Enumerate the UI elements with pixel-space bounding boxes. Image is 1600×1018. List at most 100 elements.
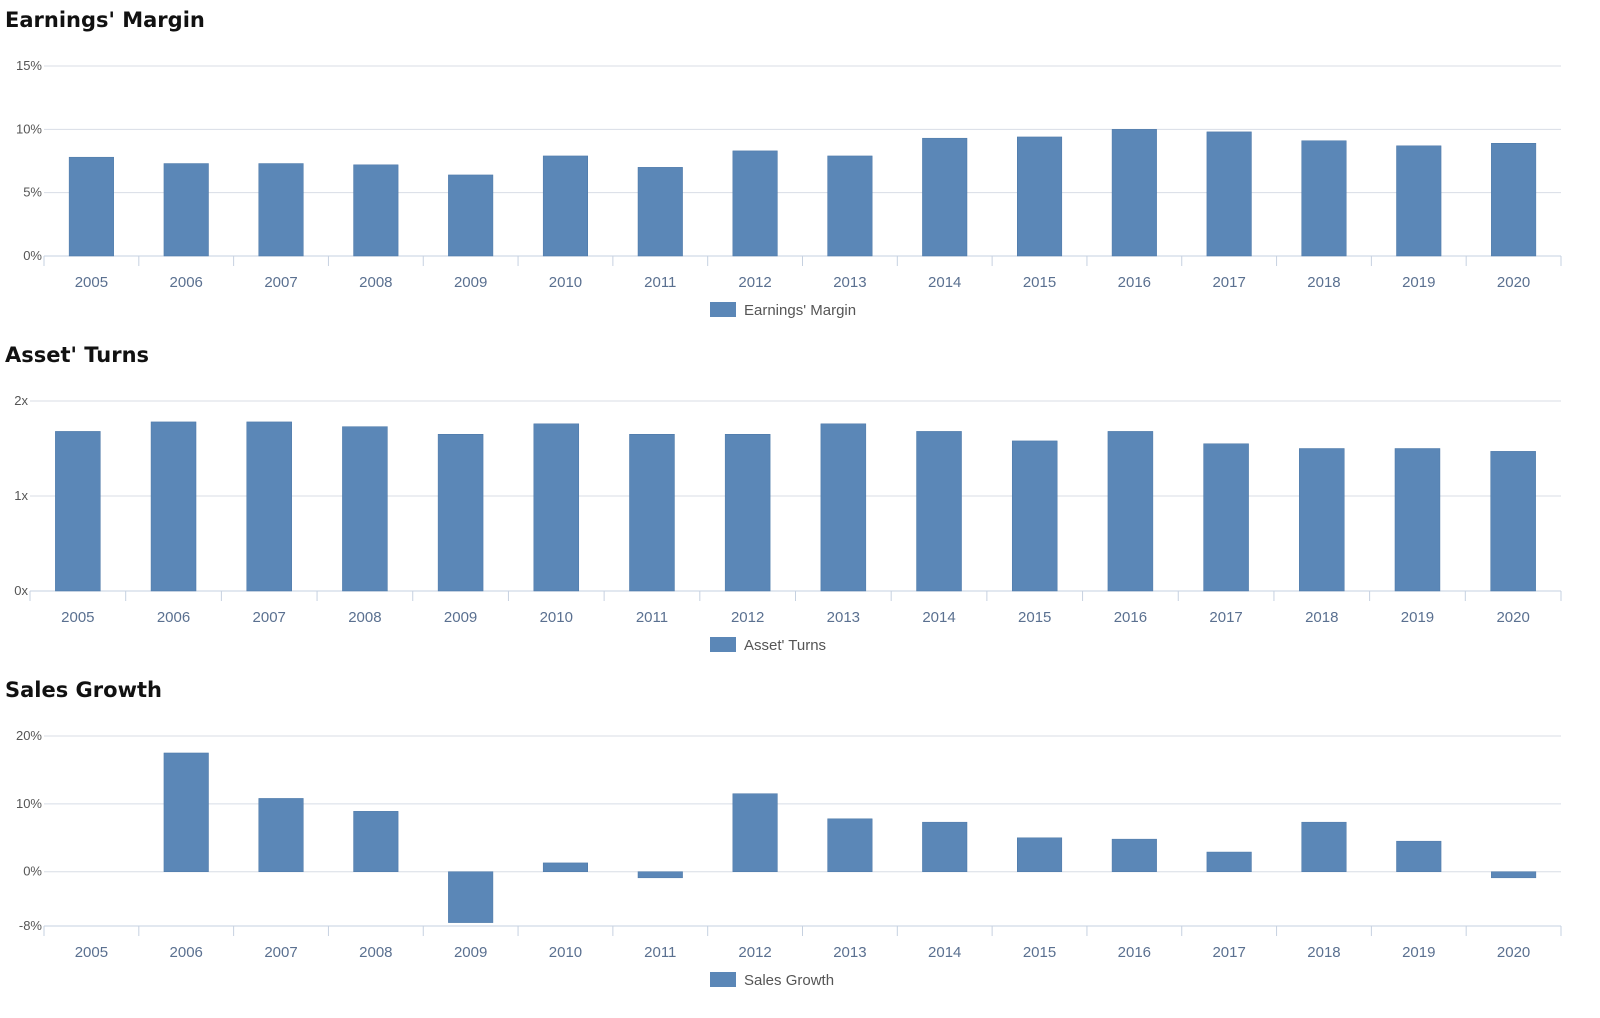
bar[interactable] <box>827 818 873 872</box>
y-tick-label: 20% <box>16 728 42 743</box>
x-tick-label: 2012 <box>738 944 771 961</box>
x-tick-label: 2007 <box>264 944 297 961</box>
x-tick-label: 2015 <box>1018 609 1051 626</box>
x-tick-label: 2008 <box>348 609 381 626</box>
bar[interactable] <box>1396 840 1442 872</box>
y-tick-label: 10% <box>16 121 42 136</box>
bar[interactable] <box>1491 871 1537 879</box>
bar[interactable] <box>163 163 209 257</box>
x-tick-label: 2014 <box>928 944 961 961</box>
y-tick-label: 2x <box>14 393 28 408</box>
x-tick-label: 2019 <box>1402 274 1435 291</box>
x-tick-label: 2009 <box>454 944 487 961</box>
x-tick-label: 2017 <box>1209 609 1242 626</box>
bar[interactable] <box>542 155 588 257</box>
x-tick-label: 2016 <box>1118 274 1151 291</box>
x-tick-label: 2010 <box>549 944 582 961</box>
earnings-margin-panel: Earnings' Margin 0% 5% 10% 15% 2005 2006 2007 2… <box>0 0 1600 335</box>
x-tick-label: 2020 <box>1497 944 1530 961</box>
bar[interactable] <box>1396 145 1442 257</box>
x-tick-label: 2005 <box>75 944 108 961</box>
bar[interactable] <box>1111 838 1157 872</box>
bar[interactable] <box>1203 443 1249 592</box>
bar[interactable] <box>448 174 494 257</box>
x-tick-label: 2017 <box>1212 944 1245 961</box>
y-tick-label: 10% <box>16 796 42 811</box>
bar[interactable] <box>1017 136 1063 257</box>
bar[interactable] <box>258 798 304 872</box>
earnings-margin-chart: 0% 5% 10% 15% 2005 2006 2007 2008 2009 2010 2011 20… <box>16 58 1562 319</box>
legend-swatch <box>710 637 736 652</box>
bar[interactable] <box>1206 131 1252 257</box>
asset-turns-panel: Asset' Turns 0x 1x 2x 2005 2006 2007 2008 2009 2… <box>0 335 1600 670</box>
bar[interactable] <box>150 421 197 592</box>
bar[interactable] <box>342 426 388 592</box>
legend-label[interactable]: Asset' Turns <box>744 637 826 654</box>
y-tick-label: -8% <box>19 918 43 933</box>
bar[interactable] <box>637 871 683 879</box>
bar[interactable] <box>732 150 778 257</box>
bar[interactable] <box>1107 431 1154 592</box>
x-tick-label: 2018 <box>1307 274 1340 291</box>
bar[interactable] <box>820 423 867 592</box>
bar[interactable] <box>542 862 588 872</box>
bar[interactable] <box>163 752 209 872</box>
bar[interactable] <box>916 431 962 592</box>
y-tick-label: 1x <box>14 488 28 503</box>
x-tick-label: 2011 <box>636 609 668 626</box>
bar[interactable] <box>68 156 114 257</box>
x-tick-label: 2012 <box>731 609 764 626</box>
bar[interactable] <box>922 821 968 872</box>
bar[interactable] <box>1301 140 1347 257</box>
bar[interactable] <box>1111 129 1157 257</box>
bar[interactable] <box>1301 821 1347 872</box>
bar[interactable] <box>258 163 304 257</box>
x-tick-label: 2006 <box>170 274 203 291</box>
bar[interactable] <box>353 164 399 257</box>
x-tick-label: 2018 <box>1305 609 1338 626</box>
bar[interactable] <box>1017 837 1063 872</box>
bar[interactable] <box>629 434 675 592</box>
bar[interactable] <box>1394 448 1441 592</box>
bar[interactable] <box>1490 451 1536 592</box>
x-tick-label: 2020 <box>1496 609 1529 626</box>
x-tick-label: 2012 <box>738 274 771 291</box>
legend-label[interactable]: Sales Growth <box>744 972 834 989</box>
bar[interactable] <box>922 137 968 257</box>
sales-growth-chart: -8% 0% 10% 20% 2005 2006 2007 2008 2009 2010 2011 2… <box>16 728 1562 989</box>
bar[interactable] <box>437 434 484 592</box>
x-tick-label: 2017 <box>1212 274 1245 291</box>
x-tick-label: 2009 <box>444 609 477 626</box>
x-tick-label: 2011 <box>644 944 676 961</box>
x-tick-label: 2009 <box>454 274 487 291</box>
x-tick-label: 2013 <box>827 609 860 626</box>
chart-title: Asset' Turns <box>5 343 150 367</box>
y-tick-label: 0% <box>23 864 42 879</box>
bar[interactable] <box>1206 851 1252 872</box>
sales-growth-panel: Sales Growth -8% 0% 10% 20% 2005 2006 2007 2008… <box>0 670 1600 1005</box>
bar[interactable] <box>1299 448 1345 592</box>
x-tick-label: 2007 <box>264 274 297 291</box>
bar[interactable] <box>637 167 683 257</box>
x-tick-label: 2016 <box>1118 944 1151 961</box>
chart-title: Sales Growth <box>5 678 162 702</box>
bar[interactable] <box>448 871 494 923</box>
bar[interactable] <box>353 811 399 872</box>
bar[interactable] <box>1491 143 1537 257</box>
bar[interactable] <box>724 434 771 592</box>
x-tick-label: 2006 <box>157 609 190 626</box>
bar[interactable] <box>827 155 873 257</box>
x-tick-label: 2013 <box>833 274 866 291</box>
bar[interactable] <box>533 423 580 592</box>
y-tick-label: 0% <box>23 248 42 263</box>
x-tick-label: 2010 <box>540 609 573 626</box>
x-tick-label: 2008 <box>359 944 392 961</box>
bar[interactable] <box>1011 440 1058 592</box>
bar[interactable] <box>55 431 101 592</box>
bar[interactable] <box>246 421 292 592</box>
legend-label[interactable]: Earnings' Margin <box>744 302 856 319</box>
bar[interactable] <box>732 793 778 872</box>
x-tick-label: 2014 <box>922 609 955 626</box>
x-tick-label: 2014 <box>928 274 961 291</box>
x-tick-label: 2008 <box>359 274 392 291</box>
